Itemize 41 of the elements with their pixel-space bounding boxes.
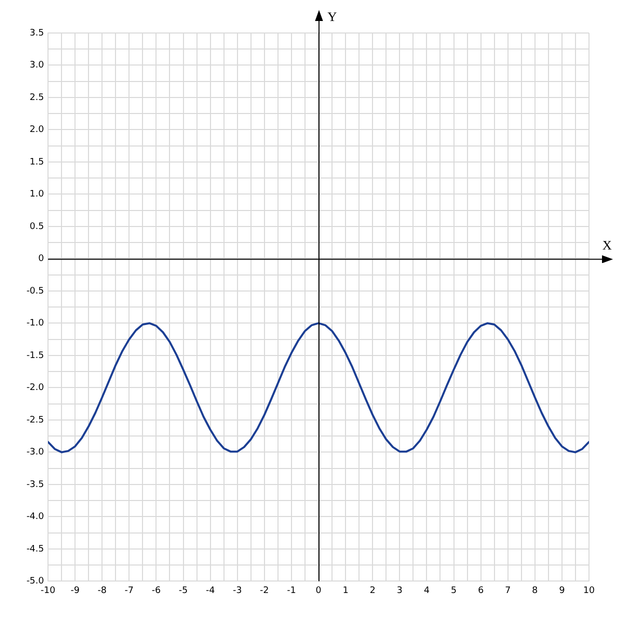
y-tick-label: -5.0 [26, 576, 44, 587]
x-tick-label: -4 [206, 586, 216, 596]
x-tick-label: -5 [178, 586, 188, 596]
x-tick-label: -1 [286, 586, 296, 596]
y-tick-label: 2.5 [30, 92, 44, 103]
y-tick-label: 0.5 [30, 222, 44, 232]
y-tick-label: -4.0 [26, 512, 44, 522]
x-tick-label: 8 [532, 586, 538, 596]
x-tick-label: 9 [559, 586, 566, 596]
x-tick-label: -10 [40, 586, 56, 596]
x-tick-label: 5 [450, 586, 457, 596]
x-tick-label: -8 [98, 586, 107, 596]
y-tick-label: -4.5 [26, 544, 44, 554]
x-tick-label: -9 [70, 586, 80, 596]
x-tick-label: 4 [424, 586, 430, 596]
y-tick-label: 3.0 [30, 60, 44, 71]
x-tick-label: -6 [152, 586, 161, 596]
x-tick-label: -3 [232, 586, 242, 596]
y-tick-label: -2.5 [26, 415, 44, 426]
y-tick-label: 1.5 [30, 157, 44, 168]
x-tick-label: 0 [316, 586, 322, 596]
y-tick-label: 3.5 [30, 28, 44, 38]
x-axis-title: X [602, 238, 612, 253]
y-tick-label: -3.0 [26, 448, 44, 458]
x-tick-label: 3 [396, 586, 403, 596]
x-tick-label: -7 [124, 586, 134, 596]
x-tick-label: 10 [583, 586, 595, 596]
x-tick-label: 2 [370, 586, 376, 596]
y-tick-label: 0 [38, 254, 44, 264]
x-tick-label: 1 [342, 586, 348, 596]
y-tick-label: 2.0 [30, 125, 44, 136]
y-tick-label: -2.0 [26, 383, 44, 394]
y-tick-label: -1.5 [26, 350, 44, 361]
x-tick-label: 6 [478, 586, 484, 596]
y-tick-label: -1.0 [26, 318, 44, 329]
y-tick-label: -0.5 [26, 286, 44, 296]
y-axis-title: Y [328, 9, 338, 24]
y-tick-label: -3.5 [26, 480, 44, 490]
x-tick-label: -2 [260, 586, 269, 596]
y-tick-label: 1.0 [30, 190, 44, 200]
x-tick-label: 7 [504, 586, 511, 596]
